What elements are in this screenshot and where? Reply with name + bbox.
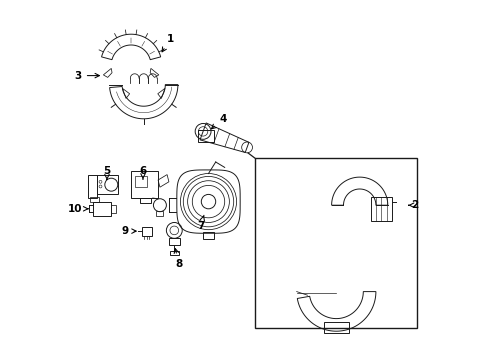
Bar	[203, 232, 213, 239]
Bar	[89, 197, 99, 202]
Bar	[156, 211, 163, 216]
Bar	[168, 238, 179, 245]
Text: 10: 10	[67, 204, 88, 214]
Text: 2: 2	[408, 200, 418, 210]
Bar	[323, 322, 348, 333]
Text: 1: 1	[162, 33, 174, 52]
Bar	[97, 175, 118, 194]
Bar	[134, 176, 147, 187]
Bar	[110, 205, 116, 213]
Bar	[197, 130, 213, 142]
Bar	[93, 202, 110, 216]
Text: 4: 4	[211, 114, 226, 129]
Bar	[255, 158, 416, 328]
Bar	[370, 197, 391, 221]
Text: 5: 5	[103, 166, 110, 179]
Text: 7: 7	[197, 215, 204, 231]
Text: 9: 9	[121, 226, 136, 236]
Bar	[140, 198, 151, 203]
Text: 3: 3	[74, 71, 99, 81]
Bar	[170, 251, 178, 255]
Bar	[131, 171, 158, 198]
Text: 8: 8	[174, 249, 182, 269]
Text: 6: 6	[139, 166, 146, 179]
Bar	[142, 227, 152, 236]
